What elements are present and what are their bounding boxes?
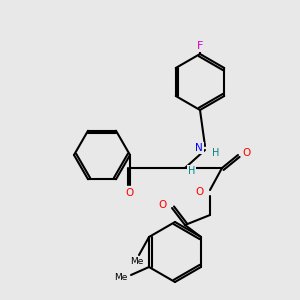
Text: Me: Me bbox=[130, 256, 144, 266]
Text: H: H bbox=[188, 166, 195, 176]
Text: O: O bbox=[126, 188, 134, 198]
Text: H: H bbox=[212, 148, 219, 158]
Text: O: O bbox=[159, 200, 167, 210]
Text: N: N bbox=[195, 143, 203, 153]
Text: F: F bbox=[197, 41, 203, 51]
Text: O: O bbox=[196, 187, 204, 197]
Text: O: O bbox=[242, 148, 250, 158]
Text: Me: Me bbox=[114, 274, 127, 283]
